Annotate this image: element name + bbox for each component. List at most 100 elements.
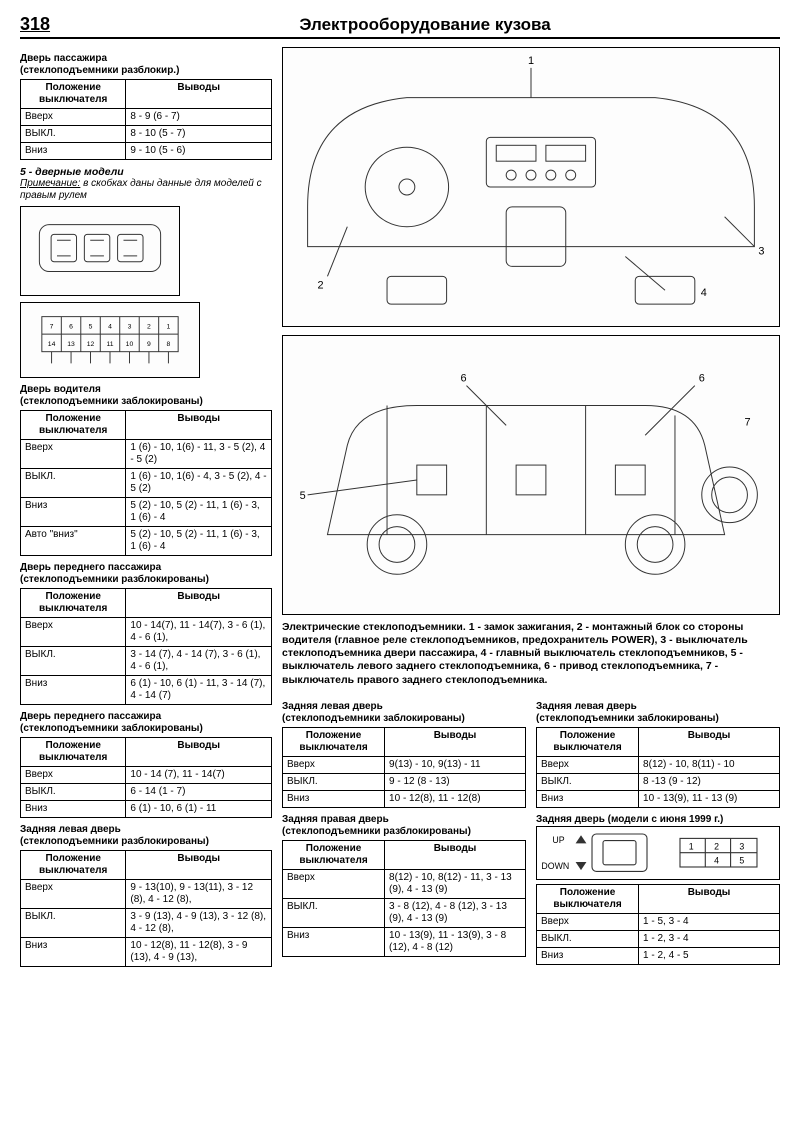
svg-text:1: 1 [689,841,694,851]
svg-text:5: 5 [739,856,744,866]
connector-pinout-diagram: 7654321 141312111098 [20,302,200,378]
th-out: Выводы [126,80,272,109]
table-row: Вверх10 - 14 (7), 11 - 14(7) [21,767,272,784]
page-header: 318 Электрооборудование кузова [20,14,780,39]
table-row: Вверх1 (6) - 10, 1(6) - 11, 3 - 5 (2), 4… [21,440,272,469]
r2-subtitle: (стеклоподъемники разблокированы) [282,826,526,838]
left-column: Дверь пассажира (стеклоподъемники разбло… [20,47,272,971]
table2: Положение выключателяВыводы Вверх1 (6) -… [20,410,272,556]
svg-text:7: 7 [50,323,54,330]
table1-title: Дверь пассажира [20,53,272,65]
table-row: Вниз6 (1) - 10, 6 (1) - 11 [21,801,272,818]
page-number: 318 [20,14,50,35]
table-row: Вверх10 - 14(7), 11 - 14(7), 3 - 6 (1), … [21,618,272,647]
table4: Положение выключателяВыводы Вверх10 - 14… [20,737,272,818]
rb-col-1: Задняя левая дверь (стеклоподъемники заб… [282,695,526,969]
table2-subtitle: (стеклоподъемники заблокированы) [20,396,272,408]
table-row: Вниз10 - 12(8), 11 - 12(8), 3 - 9 (13), … [21,938,272,967]
table-row: Вверх8(12) - 10, 8(12) - 11, 3 - 13 (9),… [283,869,526,898]
table3-title: Дверь переднего пассажира [20,562,272,574]
table-row: Вниз6 (1) - 10, 6 (1) - 11, 3 - 14 (7), … [21,676,272,705]
table-row: Вверх9 - 13(10), 9 - 13(11), 3 - 12 (8),… [21,880,272,909]
svg-text:14: 14 [48,341,56,348]
table-row: Вниз10 - 12(8), 11 - 12(8) [283,790,526,807]
page-title: Электрооборудование кузова [150,15,780,35]
r2-title: Задняя правая дверь [282,814,526,826]
svg-text:11: 11 [106,341,113,348]
svg-text:9: 9 [147,341,151,348]
svg-text:12: 12 [87,341,95,348]
table-row: ВЫКЛ.3 - 14 (7), 4 - 14 (7), 3 - 6 (1), … [21,647,272,676]
r3-subtitle: (стеклоподъемники заблокированы) [536,713,780,725]
rb-col-2: Задняя левая дверь (стеклоподъемники заб… [536,695,780,969]
svg-text:1: 1 [167,323,171,330]
svg-text:4: 4 [108,323,112,330]
svg-text:6: 6 [699,373,705,385]
table5: Положение выключателяВыводы Вверх9 - 13(… [20,850,272,967]
page: 318 Электрооборудование кузова Дверь пас… [0,0,800,991]
table-row: ВЫКЛ.8 - 10 (5 - 7) [21,126,272,143]
content-columns: Дверь пассажира (стеклоподъемники разбло… [20,47,780,971]
svg-text:13: 13 [67,341,75,348]
table-row: Вверх8 - 9 (6 - 7) [21,109,272,126]
right-bottom-tables: Задняя левая дверь (стеклоподъемники заб… [282,695,780,969]
note-5door-body: Примечание: в скобках даны данные для мо… [20,178,272,202]
svg-text:10: 10 [126,341,134,348]
table1: Положение выключателяВыводы Вверх8 - 9 (… [20,79,272,160]
svg-text:5: 5 [300,490,306,502]
switch-module-diagram [20,206,180,296]
table-row: ВЫКЛ.3 - 8 (12), 4 - 8 (12), 3 - 13 (9),… [283,898,526,927]
diagram-caption: Электрические стеклоподъемники. 1 - замо… [282,621,780,687]
svg-text:6: 6 [461,373,467,385]
table3: Положение выключателяВыводы Вверх10 - 14… [20,588,272,705]
table-row: ВЫКЛ.6 - 14 (1 - 7) [21,784,272,801]
table-row: Вниз10 - 13(9), 11 - 13(9), 3 - 8 (12), … [283,927,526,956]
table-row: Вверх8(12) - 10, 8(11) - 10 [537,756,780,773]
table-row: Вниз5 (2) - 10, 5 (2) - 11, 1 (6) - 3, 1… [21,498,272,527]
svg-text:4: 4 [714,856,719,866]
table4-subtitle: (стеклоподъемники заблокированы) [20,723,272,735]
table-row: ВЫКЛ.1 - 2, 3 - 4 [537,930,780,947]
r3-title: Задняя левая дверь [536,701,780,713]
note-5door-title: 5 - дверные модели [20,166,272,178]
table-r2: Положение выключателяВыводы Вверх8(12) -… [282,840,526,957]
dashboard-diagram: 1 2 3 4 [282,47,780,327]
table-row: ВЫКЛ.8 -13 (9 - 12) [537,773,780,790]
table4-title: Дверь переднего пассажира [20,711,272,723]
svg-text:2: 2 [318,279,324,291]
table-row: ВЫКЛ.9 - 12 (8 - 13) [283,773,526,790]
table-row: Вниз10 - 13(9), 11 - 13 (9) [537,790,780,807]
rear-switch-diagram: UP DOWN 1 2 3 4 5 [536,826,780,880]
table2-title: Дверь водителя [20,384,272,396]
svg-text:4: 4 [701,287,707,299]
svg-text:3: 3 [758,246,764,258]
table-row: ВЫКЛ.3 - 9 (13), 4 - 9 (13), 3 - 12 (8),… [21,909,272,938]
svg-text:2: 2 [147,323,151,330]
svg-text:1: 1 [528,55,534,67]
table1-subtitle: (стеклоподъемники разблокир.) [20,65,272,77]
svg-text:7: 7 [744,416,750,428]
svg-text:5: 5 [89,323,93,330]
table-r3: Положение выключателяВыводы Вверх8(12) -… [536,727,780,808]
table-row: Вниз1 - 2, 4 - 5 [537,947,780,964]
right-column: 1 2 3 4 [282,47,780,971]
table-r1: Положение выключателяВыводы Вверх9(13) -… [282,727,526,808]
table-r4: Положение выключателяВыводы Вверх1 - 5, … [536,884,780,965]
svg-text:3: 3 [739,841,744,851]
table-row: ВЫКЛ.1 (6) - 10, 1(6) - 4, 3 - 5 (2), 4 … [21,469,272,498]
vehicle-cutaway-diagram: 5 6 6 7 [282,335,780,615]
table5-subtitle: (стеклоподъемники разблокированы) [20,836,272,848]
table-row: Вверх1 - 5, 3 - 4 [537,913,780,930]
th-pos: Положение выключателя [21,80,126,109]
svg-text:3: 3 [128,323,132,330]
r1-title: Задняя левая дверь [282,701,526,713]
down-label: DOWN [541,861,569,871]
svg-text:2: 2 [714,841,719,851]
table-row: Вниз9 - 10 (5 - 6) [21,143,272,160]
table-row: Вверх9(13) - 10, 9(13) - 11 [283,756,526,773]
svg-text:6: 6 [69,323,73,330]
up-label: UP [552,835,564,845]
table3-subtitle: (стеклоподъемники разблокированы) [20,574,272,586]
r1-subtitle: (стеклоподъемники заблокированы) [282,713,526,725]
table5-title: Задняя левая дверь [20,824,272,836]
